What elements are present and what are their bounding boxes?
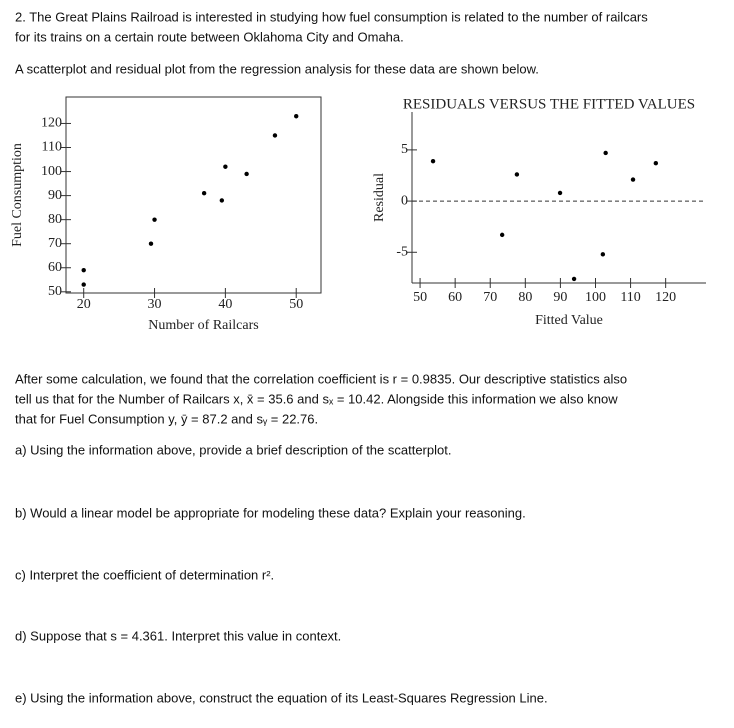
info-line: After some calculation, we found that th… [15, 371, 627, 386]
y-tick-label: 90 [48, 188, 62, 203]
y-tick-label: 5 [401, 142, 408, 157]
question-part: e) Using the information above, construc… [15, 690, 548, 705]
point [603, 150, 608, 156]
point [630, 177, 636, 182]
x-tick-label: 30 [148, 297, 162, 312]
y-tick-label: 100 [41, 164, 62, 179]
y-tick-label: 60 [48, 260, 62, 275]
point [430, 158, 436, 164]
x-tick-label: 120 [655, 290, 676, 305]
y-tick-label: 120 [41, 116, 62, 131]
heading-line: 2. The Great Plains Railroad is interest… [15, 9, 648, 24]
x-tick-label: 110 [620, 290, 640, 305]
point [514, 172, 520, 177]
y-tick-label: 0 [401, 193, 408, 208]
y-tick-label: 80 [48, 212, 62, 227]
x-axis-label: Number of Railcars [148, 318, 258, 333]
point [148, 241, 154, 246]
y-axis-label: Fuel Consumption [10, 143, 25, 247]
x-tick-label: 80 [518, 290, 532, 305]
y-tick-label: 70 [48, 236, 62, 251]
x-axis-label: Fitted Value [535, 313, 603, 328]
x-tick-label: 40 [218, 297, 232, 312]
info-line: tell us that for the Number of Railcars … [15, 391, 618, 406]
x-tick-label: 100 [585, 290, 606, 305]
point [499, 232, 505, 238]
x-tick-label: 50 [289, 297, 303, 312]
question-part: a) Using the information above, provide … [15, 442, 451, 457]
x-tick-label: 20 [77, 297, 91, 312]
question-part: b) Would a linear model be appropriate f… [15, 505, 526, 520]
y-tick-label: -5 [396, 245, 408, 260]
point [81, 282, 86, 287]
point [272, 133, 278, 138]
point [600, 252, 606, 257]
heading-line: for its trains on a certain route betwee… [15, 29, 404, 44]
point [223, 164, 228, 169]
point [219, 198, 225, 203]
point [557, 190, 563, 196]
y-tick-label: 110 [42, 140, 62, 155]
x-tick-label: 50 [413, 290, 427, 305]
x-tick-label: 70 [483, 290, 497, 305]
point [653, 160, 659, 166]
point [294, 114, 299, 119]
question-part: c) Interpret the coefficient of determin… [15, 567, 274, 582]
y-tick-label: 50 [48, 284, 62, 299]
y-axis-label: Residual [372, 173, 387, 222]
info-line: that for Fuel Consumption y, ȳ = 87.2 an… [15, 411, 318, 426]
point [201, 190, 207, 196]
point [81, 267, 86, 273]
plot-frame [65, 96, 322, 294]
point [244, 171, 249, 177]
question-part: d) Suppose that s = 4.361. Interpret thi… [15, 628, 341, 643]
x-tick-label: 90 [553, 290, 567, 305]
point [571, 276, 577, 282]
chart-title: RESIDUALS VERSUS THE FITTED VALUES [403, 96, 695, 112]
intro: A scatterplot and residual plot from the… [15, 61, 539, 76]
point [152, 217, 157, 222]
x-tick-label: 60 [448, 290, 462, 305]
